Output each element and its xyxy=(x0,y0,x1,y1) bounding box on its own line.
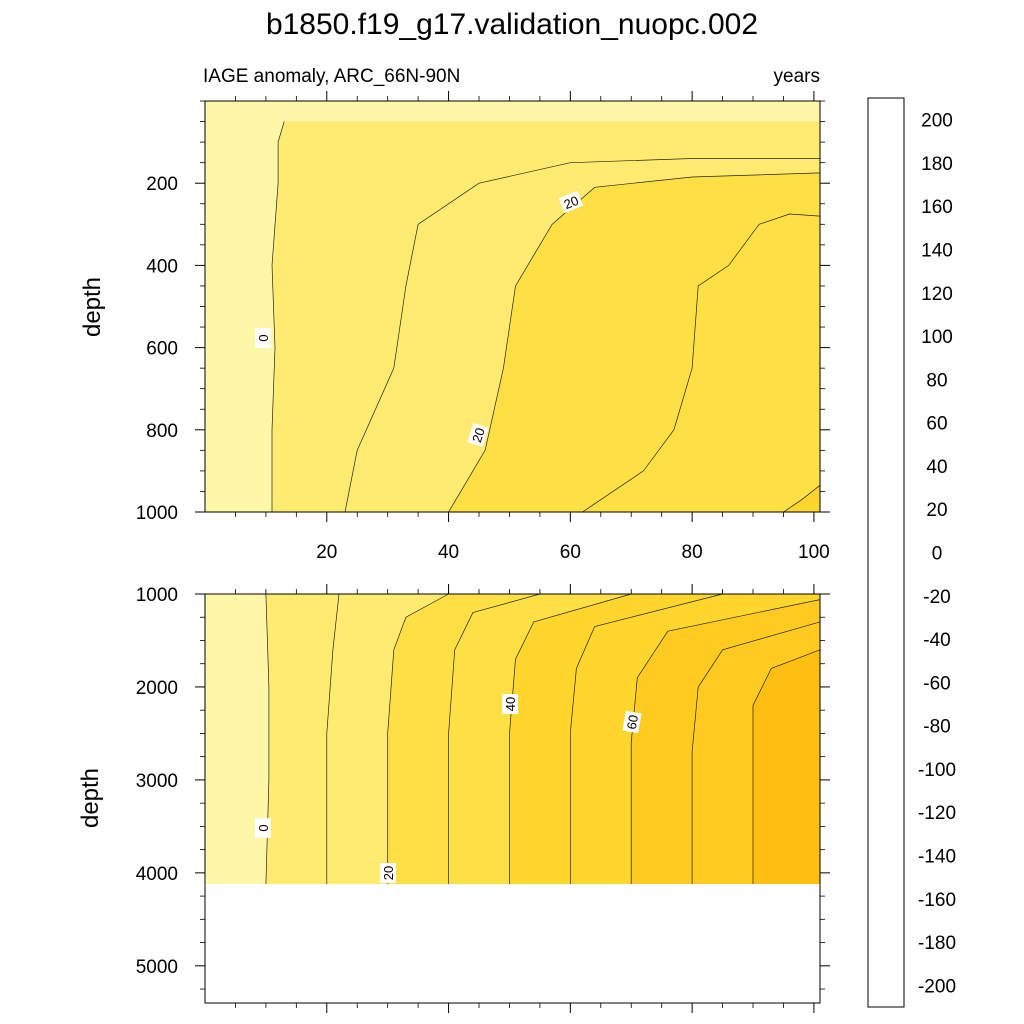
contour-label-bg xyxy=(558,190,584,214)
contour-line-40 xyxy=(752,649,821,884)
colorbar-label: 40 xyxy=(926,457,947,478)
contour-line-30 xyxy=(630,599,821,884)
contour-label-text: 40 xyxy=(503,697,518,711)
contour-label-bg xyxy=(467,423,489,447)
colorbar-label: 160 xyxy=(921,197,953,218)
x-tick-label: 20 xyxy=(316,542,337,563)
contour-label-text: 20 xyxy=(469,426,488,444)
contour-label-bg xyxy=(255,818,271,838)
colorbar-label: 0 xyxy=(932,544,943,565)
contour-line-20 xyxy=(509,593,632,884)
contour-line-25 xyxy=(569,593,723,884)
upper-contour-fills xyxy=(205,101,820,512)
y-tick-label: 200 xyxy=(146,174,178,195)
contour-label-bg xyxy=(255,328,271,348)
contour-line-10 xyxy=(387,593,449,884)
contour-line-15 xyxy=(582,213,821,513)
contour-label: 20 xyxy=(558,190,584,214)
lower-contour-fills xyxy=(205,594,820,1003)
colorbar: 200180160140120100806040200-20-40-60-80-… xyxy=(867,97,956,1008)
colorbar-label: -140 xyxy=(918,847,956,868)
lower-contour-lines: 0 20 40 60 xyxy=(255,593,821,885)
contour-label: 20 xyxy=(380,863,396,883)
contour-label-text: 0 xyxy=(256,824,271,831)
y-tick-label: 3000 xyxy=(136,771,178,792)
colorbar-label: 60 xyxy=(926,414,947,435)
colorbar-label: -20 xyxy=(923,587,950,608)
contour-label-bg xyxy=(502,694,518,714)
plot-frame xyxy=(204,593,821,1004)
y-tick-label: 1000 xyxy=(136,503,178,524)
upper-y-axis-label: depth xyxy=(79,277,106,337)
contour-fill-20 xyxy=(783,485,820,512)
x-tick-label: 60 xyxy=(560,542,581,563)
lower-y-axis-label: depth xyxy=(77,768,104,828)
upper-panel: IAGE anomaly, ARC_66N-90N years 0 20 20 20… xyxy=(79,66,830,563)
colorbar-frame xyxy=(867,97,905,1008)
y-tick-label: 400 xyxy=(146,256,178,277)
contour-line-10 xyxy=(448,172,821,513)
colorbar-label: -40 xyxy=(923,630,950,651)
y-tick-label: 800 xyxy=(146,421,178,442)
contour-label-text: 20 xyxy=(562,193,581,212)
x-tick-label: 80 xyxy=(682,542,703,563)
y-tick-label: 5000 xyxy=(136,957,178,978)
contour-line-20 xyxy=(783,485,821,513)
colorbar-label: -60 xyxy=(923,673,950,694)
lower-panel: 0 20 40 60 1000 2000 3000 4000 5000 depth xyxy=(77,584,830,1013)
contour-label-text: 20 xyxy=(381,866,396,880)
colorbar-label: 80 xyxy=(926,370,947,391)
chart-title: b1850.f19_g17.validation_nuopc.002 xyxy=(266,8,758,41)
contour-fill-40 xyxy=(753,649,820,885)
contour-line-0 xyxy=(271,121,285,512)
contour-label: 0 xyxy=(255,818,271,838)
colorbar-label: 140 xyxy=(921,241,953,262)
land-mask xyxy=(205,884,820,1003)
contour-line-35 xyxy=(691,621,821,884)
y-tick-label: 2000 xyxy=(136,678,178,699)
y-tick-label: 1000 xyxy=(136,585,178,606)
colorbar-label: 180 xyxy=(921,154,953,175)
x-tick-label: 100 xyxy=(798,542,830,563)
contour-label-text: 60 xyxy=(624,714,641,731)
colorbar-label: 20 xyxy=(926,500,947,521)
contour-line-5 xyxy=(344,158,820,513)
contour-label: 60 xyxy=(622,710,642,734)
x-tick-label: 40 xyxy=(438,542,459,563)
contour-label-bg xyxy=(622,710,642,734)
colorbar-label: -160 xyxy=(918,890,956,911)
colorbar-label: -200 xyxy=(918,976,956,997)
upper-subtitle-right: years xyxy=(774,66,820,87)
colorbar-label: 200 xyxy=(921,111,953,132)
colorbar-label: 100 xyxy=(921,327,953,348)
colorbar-label: 120 xyxy=(921,284,953,305)
y-tick-label: 4000 xyxy=(136,864,178,885)
upper-contour-lines: 0 20 20 xyxy=(255,121,821,513)
contour-label: 0 xyxy=(255,328,271,348)
contour-label: 40 xyxy=(502,694,518,714)
colorbar-label: -180 xyxy=(918,933,956,954)
contour-line-5 xyxy=(326,593,340,884)
upper-subtitle-left: IAGE anomaly, ARC_66N-90N xyxy=(203,66,460,87)
contour-fill-15 xyxy=(582,214,820,512)
contour-line-15 xyxy=(448,593,540,884)
colorbar-label: -120 xyxy=(918,803,956,824)
colorbar-label: -100 xyxy=(918,760,956,781)
contour-label-bg xyxy=(380,863,396,883)
y-tick-label: 600 xyxy=(146,339,178,360)
contour-label-text: 0 xyxy=(256,334,271,341)
contour-label: 20 xyxy=(467,423,489,447)
lower-axes: 1000 2000 3000 4000 5000 xyxy=(136,584,830,1013)
colorbar-label: -80 xyxy=(923,717,950,738)
